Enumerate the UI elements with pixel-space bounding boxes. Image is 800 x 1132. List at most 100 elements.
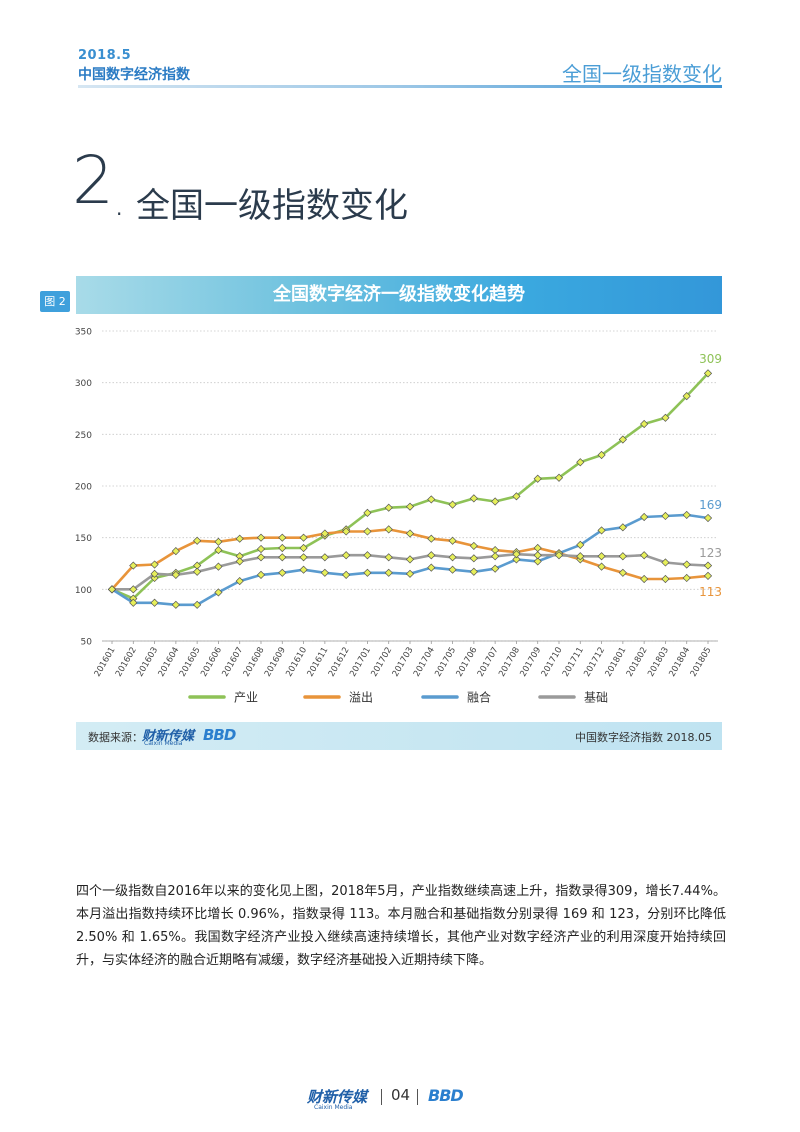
data-marker: [427, 495, 436, 504]
data-marker: [640, 419, 649, 429]
figure-tag: 图 2: [40, 291, 70, 312]
legend-label-2: 融合: [467, 690, 491, 705]
data-marker: [427, 551, 436, 560]
legend: 产业 溢出 融合 基础: [188, 690, 608, 705]
data-marker: [640, 512, 649, 522]
data-marker: [150, 560, 159, 569]
data-marker: [661, 413, 670, 422]
data-marker: [193, 567, 202, 576]
data-marker: [597, 526, 606, 535]
footer-caixin-logo: 财新传媒: [307, 1088, 368, 1106]
data-marker: [150, 569, 159, 578]
y-tick-label: 200: [75, 483, 92, 493]
header-date: 2018.5: [78, 48, 132, 63]
data-marker: [448, 536, 457, 545]
data-marker: [299, 553, 308, 562]
data-marker: [448, 500, 457, 509]
source-bar: 数据来源： 财新传媒 Caixin Media BBD 中国数字经济指数 201…: [76, 722, 722, 750]
section-title: 全国一级指数变化: [136, 186, 408, 226]
data-marker: [171, 600, 180, 609]
footer-separator: [417, 1089, 418, 1105]
y-tick-label: 250: [75, 431, 92, 441]
data-marker: [682, 573, 691, 583]
data-marker: [703, 513, 713, 523]
data-marker: [597, 450, 606, 460]
data-marker: [363, 568, 372, 577]
data-marker: [278, 533, 287, 542]
data-marker: [703, 571, 713, 580]
footer-caixin-logo-sub: Caixin Media: [314, 1104, 353, 1111]
data-marker: [278, 543, 287, 553]
data-marker: [320, 568, 329, 577]
data-marker: [661, 574, 670, 584]
data-marker: [214, 562, 223, 571]
data-marker: [363, 508, 372, 517]
data-marker: [235, 534, 244, 543]
data-marker: [491, 552, 500, 561]
data-marker: [703, 561, 713, 570]
data-marker: [129, 561, 138, 570]
data-marker: [576, 552, 585, 561]
data-marker: [363, 527, 372, 536]
body-paragraph: 四个一级指数自2016年以来的变化见上图，2018年5月，产业指数继续高速上升，…: [76, 884, 726, 968]
page-number: 04: [391, 1086, 411, 1104]
data-marker: [512, 550, 521, 559]
data-marker: [129, 585, 138, 594]
data-marker: [278, 568, 287, 577]
legend-label-1: 溢出: [349, 691, 373, 705]
data-marker: [618, 523, 627, 532]
footer-bbd-logo: BBD: [428, 1086, 464, 1105]
axes: 3503002502001501005020160120160220160320…: [75, 328, 718, 679]
bbd-logo: BBD: [203, 726, 236, 744]
source-label: 数据来源：: [88, 731, 143, 744]
caixin-logo-sub: Caixin Media: [144, 740, 183, 747]
data-marker: [618, 552, 627, 561]
figure-title-banner: 全国数字经济一级指数变化趋势: [76, 276, 722, 314]
y-tick-label: 50: [81, 638, 93, 648]
data-marker: [384, 553, 393, 562]
data-marker: [597, 562, 606, 571]
data-marker: [491, 497, 500, 506]
data-marker: [214, 537, 223, 546]
data-marker: [533, 543, 542, 553]
data-marker: [150, 573, 159, 583]
data-marker: [405, 569, 415, 578]
data-marker: [512, 492, 521, 501]
data-marker: [469, 554, 478, 563]
data-marker: [554, 473, 564, 482]
data-marker: [129, 598, 138, 607]
legend-label-3: 基础: [584, 691, 608, 705]
data-marker: [299, 533, 308, 542]
data-marker: [491, 564, 500, 573]
header-section-title: 全国一级指数变化: [562, 62, 722, 86]
caixin-logo: 财新传媒: [142, 729, 195, 744]
end-label-1: 113: [699, 585, 722, 599]
data-marker: [448, 565, 457, 574]
data-marker: [150, 598, 159, 607]
end-label-3: 123: [699, 546, 722, 560]
line-chart: 3503002502001501005020160120160220160320…: [75, 328, 722, 705]
section-number: 2: [72, 142, 114, 219]
data-marker: [107, 585, 117, 594]
data-markers: [107, 369, 713, 609]
data-marker: [405, 529, 415, 538]
legend-label-0: 产业: [234, 691, 258, 705]
data-marker: [299, 565, 308, 574]
data-marker: [427, 534, 436, 543]
data-marker: [299, 543, 308, 553]
data-marker: [171, 547, 180, 556]
data-marker: [533, 474, 542, 483]
data-marker: [384, 525, 393, 534]
data-marker: [469, 494, 478, 503]
data-marker: [703, 369, 713, 378]
y-tick-label: 100: [75, 586, 92, 596]
data-marker: [682, 560, 691, 569]
data-marker: [661, 511, 670, 521]
data-marker: [661, 558, 670, 567]
gridlines: [102, 330, 718, 642]
data-marker: [469, 567, 478, 576]
data-marker: [448, 553, 457, 562]
data-marker: [256, 533, 266, 542]
data-marker: [405, 502, 415, 511]
x-tick-label: 201805: [689, 646, 714, 679]
